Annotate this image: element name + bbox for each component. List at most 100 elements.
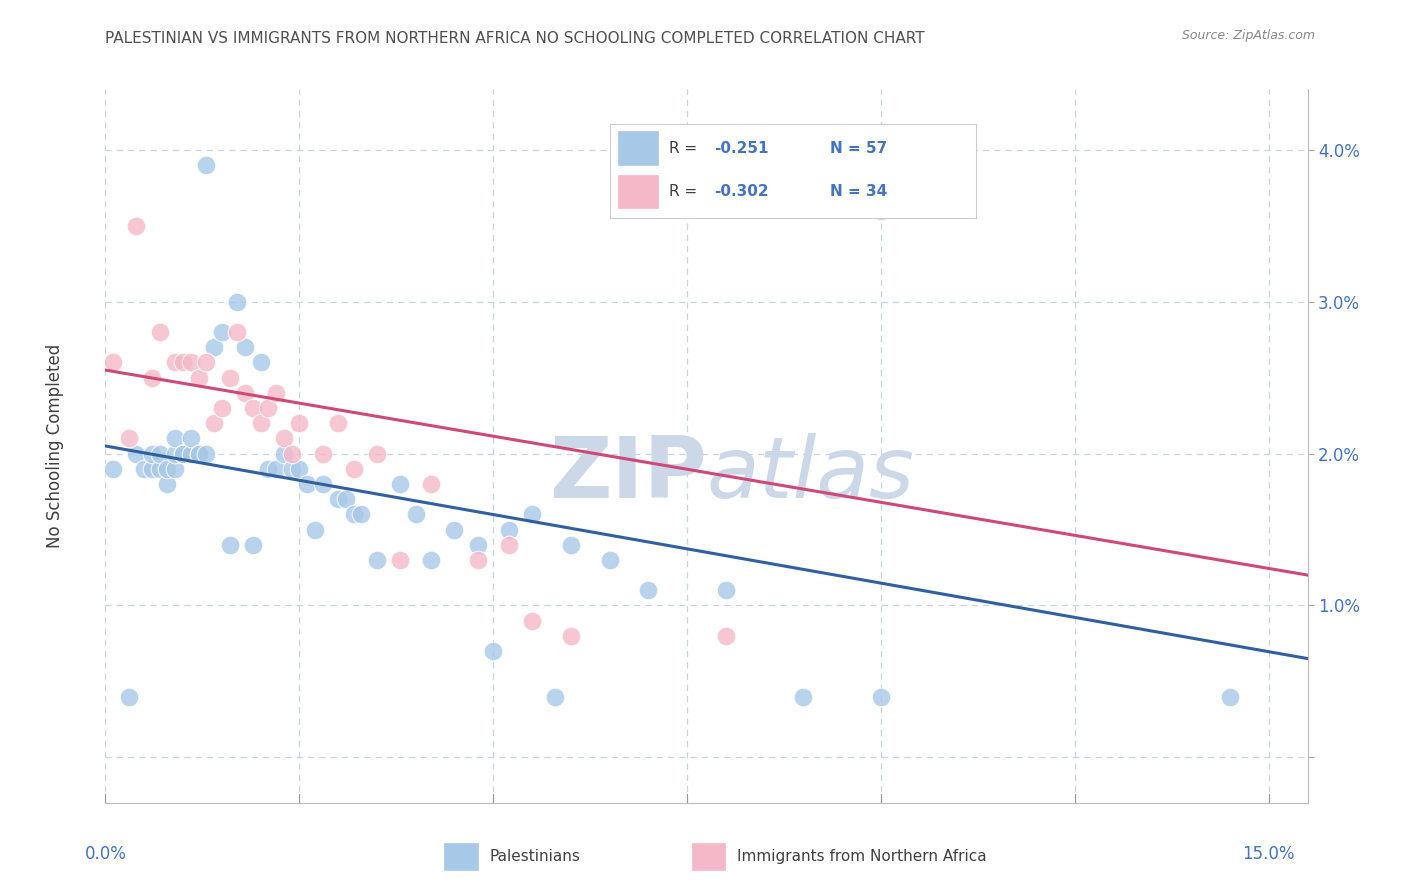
- Text: -0.302: -0.302: [714, 184, 769, 199]
- Point: [544, 690, 567, 704]
- Text: N = 34: N = 34: [830, 184, 887, 199]
- Point: [233, 385, 256, 400]
- Point: [714, 583, 737, 598]
- Text: ZIP: ZIP: [548, 433, 707, 516]
- Point: [350, 508, 373, 522]
- Point: [141, 447, 163, 461]
- Point: [180, 355, 202, 369]
- Point: [420, 553, 443, 567]
- Point: [233, 340, 256, 354]
- Point: [242, 401, 264, 415]
- Point: [1219, 690, 1241, 704]
- Point: [326, 492, 349, 507]
- Bar: [617, 175, 658, 209]
- Point: [226, 325, 249, 339]
- Point: [560, 538, 582, 552]
- Point: [172, 447, 194, 461]
- Point: [405, 508, 427, 522]
- Point: [288, 416, 311, 430]
- Point: [389, 477, 412, 491]
- Point: [218, 538, 240, 552]
- Point: [118, 431, 141, 445]
- Point: [343, 462, 366, 476]
- Point: [520, 614, 543, 628]
- Point: [870, 690, 893, 704]
- Text: R =: R =: [669, 184, 697, 199]
- Point: [326, 416, 349, 430]
- Point: [195, 447, 218, 461]
- Point: [103, 462, 125, 476]
- Point: [304, 523, 326, 537]
- Point: [156, 462, 179, 476]
- Point: [156, 477, 179, 491]
- Point: [257, 462, 280, 476]
- Point: [187, 447, 209, 461]
- Point: [498, 523, 520, 537]
- Point: [714, 629, 737, 643]
- Text: atlas: atlas: [707, 433, 914, 516]
- Point: [249, 355, 271, 369]
- Point: [202, 340, 225, 354]
- Point: [125, 447, 148, 461]
- Point: [103, 355, 125, 369]
- Point: [482, 644, 505, 658]
- Point: [280, 462, 302, 476]
- Point: [141, 370, 163, 384]
- Point: [242, 538, 264, 552]
- Text: 0.0%: 0.0%: [84, 846, 127, 863]
- Point: [218, 370, 240, 384]
- Point: [257, 401, 280, 415]
- Point: [443, 523, 465, 537]
- Text: Source: ZipAtlas.com: Source: ZipAtlas.com: [1181, 29, 1315, 42]
- Point: [172, 355, 194, 369]
- Point: [366, 447, 388, 461]
- Point: [172, 447, 194, 461]
- Text: -0.251: -0.251: [714, 141, 769, 156]
- Point: [637, 583, 659, 598]
- Point: [288, 462, 311, 476]
- Point: [195, 158, 218, 172]
- Point: [311, 447, 333, 461]
- Text: Immigrants from Northern Africa: Immigrants from Northern Africa: [737, 849, 987, 863]
- Text: N = 57: N = 57: [830, 141, 887, 156]
- Text: R =: R =: [669, 141, 697, 156]
- Point: [180, 431, 202, 445]
- Bar: [444, 843, 478, 870]
- Point: [149, 447, 172, 461]
- Point: [180, 447, 202, 461]
- Bar: [692, 843, 725, 870]
- Point: [125, 219, 148, 233]
- Point: [264, 385, 287, 400]
- Point: [560, 629, 582, 643]
- Point: [467, 553, 489, 567]
- Point: [264, 462, 287, 476]
- Point: [366, 553, 388, 567]
- Point: [165, 431, 187, 445]
- Point: [202, 416, 225, 430]
- Point: [498, 538, 520, 552]
- Point: [211, 325, 233, 339]
- Point: [249, 416, 271, 430]
- Point: [165, 462, 187, 476]
- Point: [389, 553, 412, 567]
- Point: [195, 355, 218, 369]
- Point: [295, 477, 318, 491]
- Point: [311, 477, 333, 491]
- Point: [165, 447, 187, 461]
- Text: Palestinians: Palestinians: [489, 849, 581, 863]
- Point: [187, 447, 209, 461]
- Point: [792, 690, 814, 704]
- Point: [149, 462, 172, 476]
- Point: [134, 462, 156, 476]
- Point: [520, 508, 543, 522]
- Text: 15.0%: 15.0%: [1243, 846, 1295, 863]
- Bar: [617, 131, 658, 165]
- Point: [187, 370, 209, 384]
- Point: [165, 355, 187, 369]
- Point: [273, 447, 295, 461]
- Point: [149, 325, 172, 339]
- Text: PALESTINIAN VS IMMIGRANTS FROM NORTHERN AFRICA NO SCHOOLING COMPLETED CORRELATIO: PALESTINIAN VS IMMIGRANTS FROM NORTHERN …: [105, 31, 925, 46]
- Point: [273, 431, 295, 445]
- Point: [467, 538, 489, 552]
- Point: [226, 294, 249, 309]
